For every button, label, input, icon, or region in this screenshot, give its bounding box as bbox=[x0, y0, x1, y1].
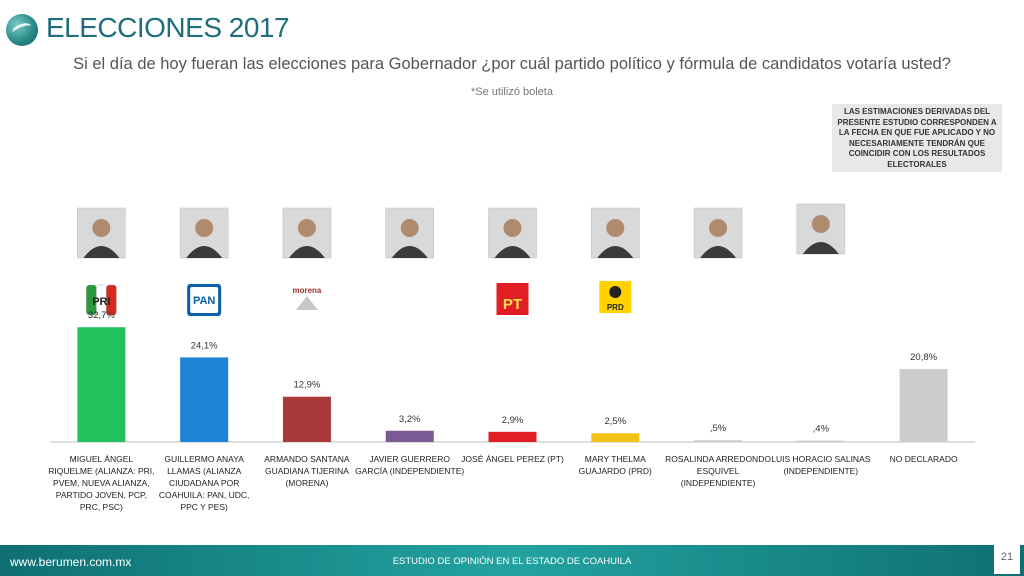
bar-5 bbox=[488, 431, 537, 442]
bar-3 bbox=[282, 396, 331, 442]
svg-text:PT: PT bbox=[503, 296, 522, 313]
disclaimer-box: LAS ESTIMACIONES DERIVADAS DEL PRESENTE … bbox=[832, 104, 1002, 172]
bar-2 bbox=[180, 357, 229, 442]
category-label-5: JOSÉ ÁNGEL PEREZ (PT) bbox=[461, 454, 564, 464]
category-label-2: GUILLERMO ANAYA LLAMAS (ALIANZA CIUDADANA … bbox=[159, 454, 250, 512]
ballot-note: *Se utilizó boleta bbox=[471, 86, 553, 98]
bar-8 bbox=[796, 440, 845, 442]
svg-text:morena: morena bbox=[292, 286, 321, 295]
candidate-photo-5 bbox=[488, 207, 537, 259]
footer-url[interactable]: www.berumen.com.mx bbox=[10, 555, 132, 569]
svg-text:PRI: PRI bbox=[92, 296, 110, 308]
bar-1 bbox=[77, 327, 126, 442]
value-label-3: 12,9% bbox=[293, 380, 320, 391]
value-label-4: 3,2% bbox=[399, 414, 421, 425]
category-label-1: MIGUEL ÁNGEL RIQUELME (ALIANZA: PRI, PVEM,… bbox=[48, 454, 154, 512]
pan-logo: PAN bbox=[187, 284, 222, 316]
category-label-3: ARMANDO SANTANA GUADIANA TIJERINA (MORENA) bbox=[264, 454, 350, 488]
candidate-photo-3 bbox=[282, 207, 332, 259]
svg-text:PRD: PRD bbox=[607, 303, 624, 312]
page-number: 21 bbox=[994, 543, 1020, 574]
bar-7 bbox=[694, 440, 743, 442]
svg-text:PAN: PAN bbox=[193, 295, 215, 307]
page-subtitle: Si el día de hoy fueran las elecciones p… bbox=[73, 55, 951, 73]
footer-study-title: ESTUDIO DE OPINIÓN EN EL ESTADO DE COAHU… bbox=[392, 556, 632, 567]
value-label-7: ,5% bbox=[710, 423, 727, 434]
bar-9 bbox=[899, 368, 948, 442]
category-label-9: NO DECLARADO bbox=[890, 454, 958, 464]
morena-logo: morena bbox=[292, 286, 322, 310]
bar-chart: PRI 32,7% MIGUEL ÁNGEL RIQUELME (ALIANZA: P… bbox=[48, 203, 975, 512]
candidate-photo-7 bbox=[693, 207, 743, 259]
value-label-8: ,4% bbox=[813, 424, 830, 435]
bar-4 bbox=[385, 430, 434, 442]
page-title: ELECCIONES 2017 bbox=[46, 12, 290, 43]
candidate-photo-4 bbox=[385, 207, 434, 259]
berumen-logo bbox=[6, 14, 38, 46]
candidate-photo-1 bbox=[77, 207, 126, 259]
value-label-9: 20,8% bbox=[910, 352, 937, 363]
category-label-6: MARY THELMA GUAJARDO (PRD) bbox=[579, 454, 652, 476]
footer-bar: www.berumen.com.mx ESTUDIO DE OPINIÓN EN… bbox=[0, 543, 1024, 576]
candidate-photo-8 bbox=[796, 203, 846, 255]
value-label-2: 24,1% bbox=[191, 340, 218, 351]
pri-logo: PRI bbox=[86, 284, 117, 316]
value-label-6: 2,5% bbox=[604, 416, 626, 427]
candidate-photo-6 bbox=[591, 207, 640, 259]
value-label-1: 32,7% bbox=[88, 310, 115, 321]
category-label-8: LUIS HORACIO SALINAS (INDEPENDIENTE) bbox=[771, 454, 871, 476]
prd-logo: PRD bbox=[599, 281, 632, 313]
pt-logo: PT bbox=[496, 283, 529, 315]
bar-6 bbox=[591, 433, 640, 442]
value-label-5: 2,9% bbox=[502, 415, 524, 426]
category-label-7: ROSALINDA ARREDONDO ESQUIVEL (INDEPENDIENT… bbox=[665, 454, 771, 488]
category-label-4: JAVIER GUERRERO GARCÍA (INDEPENDIENTE) bbox=[355, 454, 464, 476]
candidate-photo-2 bbox=[179, 207, 229, 259]
